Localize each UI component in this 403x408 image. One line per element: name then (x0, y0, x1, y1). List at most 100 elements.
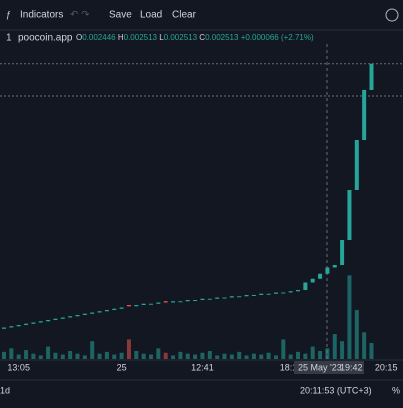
plot: 13:05 25 12:41 18:11 20:15 (0, 63, 403, 372)
candle-body (2, 327, 6, 329)
x-tick-label: 25 (117, 362, 127, 372)
h-value: 0.002513 (124, 33, 158, 42)
status-interval[interactable]: 1d (0, 385, 10, 395)
candle-body (347, 190, 352, 240)
volume-bar (112, 354, 117, 359)
candle-body (207, 298, 212, 300)
clear-button[interactable]: Clear (172, 10, 197, 21)
candle-body (31, 322, 36, 324)
volume-bar (97, 353, 102, 359)
volume-bar (303, 353, 308, 359)
volume-bar (244, 355, 249, 359)
volume-bar (318, 350, 323, 359)
candle-body (303, 282, 308, 290)
candle-body (46, 320, 51, 322)
volume-bar (259, 354, 264, 359)
candle-body (325, 267, 330, 274)
save-button[interactable]: Save (109, 10, 132, 21)
candle-body (237, 296, 242, 298)
candle-body (126, 305, 131, 307)
volume-bar (9, 348, 14, 359)
volume-bar (53, 352, 58, 359)
change: +0.000066 (+2.71%) (241, 33, 314, 42)
candle-body (229, 296, 234, 298)
candle-body (90, 312, 95, 314)
volume-bar (126, 339, 131, 359)
candle-body (163, 301, 168, 303)
x-tick-label: 18:11 (280, 362, 302, 372)
volume-bar (178, 351, 183, 359)
candle-body (266, 293, 271, 295)
indicators-button[interactable]: Indicators (20, 10, 63, 21)
volume-bar (134, 350, 139, 359)
legend-symbol: poocoin.app (18, 33, 73, 44)
candle-body (369, 63, 374, 90)
volume-bar (207, 350, 212, 359)
status-percent[interactable]: % (392, 385, 400, 395)
l-value: 0.002513 (164, 33, 198, 42)
candle-body (60, 317, 65, 319)
candle-body (149, 303, 153, 305)
volume-bar (340, 341, 345, 359)
volume-bar (2, 351, 6, 359)
undo[interactable]: ↶ ↷ (70, 10, 90, 21)
candle-body (332, 265, 337, 268)
volume-bar (281, 339, 286, 359)
candle-body (9, 326, 14, 328)
load-button[interactable]: Load (140, 10, 162, 21)
volume-bar (215, 355, 220, 359)
candle-body (82, 313, 87, 315)
candle-body (200, 298, 205, 300)
crosshair-label-box (294, 361, 364, 374)
settings[interactable] (385, 8, 399, 22)
candle-body (318, 273, 323, 279)
volume-bar (104, 351, 109, 359)
o-label: O (76, 33, 82, 42)
legend-interval: 1 (6, 33, 12, 44)
volume-bar (325, 348, 330, 359)
volume-bar (68, 350, 73, 359)
c-label: C (199, 33, 205, 42)
candle-body (68, 316, 73, 318)
candle-body (215, 297, 220, 299)
candle-body (273, 292, 278, 294)
candle-body (354, 140, 359, 190)
candle-body (75, 315, 80, 317)
candle-body (97, 311, 102, 313)
volume-bar (347, 275, 352, 359)
candle-body (112, 308, 117, 310)
volume-bar (362, 332, 367, 359)
candle-body (141, 303, 146, 305)
x-tick-label: 13:05 (7, 362, 30, 372)
candle-body (134, 305, 139, 307)
x-tick-label: 12:41 (191, 362, 214, 372)
candle-body (251, 295, 256, 296)
volume-bar (31, 353, 36, 359)
volume-bar (163, 352, 168, 359)
crosshair-time: 19:42 (340, 362, 363, 372)
o-value: 0.002446 (82, 33, 116, 42)
volume-bar (90, 341, 95, 359)
volume-bar (60, 354, 65, 359)
volume-bar (251, 353, 256, 359)
volume-bar (369, 342, 374, 359)
candle-body (16, 325, 21, 327)
volume-bar (296, 351, 300, 359)
volume-bar (75, 353, 80, 359)
volume-bar (266, 352, 271, 359)
candle-body (193, 300, 198, 301)
volume-bar (222, 353, 227, 359)
candle-body (171, 301, 176, 303)
candle-body (340, 240, 345, 265)
candle-body (104, 310, 109, 312)
legend-ohlc: O0.002446 H0.002513 L0.002513 C0.002513 … (76, 33, 314, 42)
volume-bar (171, 355, 176, 359)
candle-body (259, 293, 264, 295)
candle-body (38, 321, 43, 323)
indicators-icon[interactable]: ƒ (6, 9, 11, 19)
volume-bar (141, 353, 146, 359)
candle-body (53, 318, 58, 320)
volume-bar (354, 310, 359, 359)
volume-bar (119, 352, 124, 359)
